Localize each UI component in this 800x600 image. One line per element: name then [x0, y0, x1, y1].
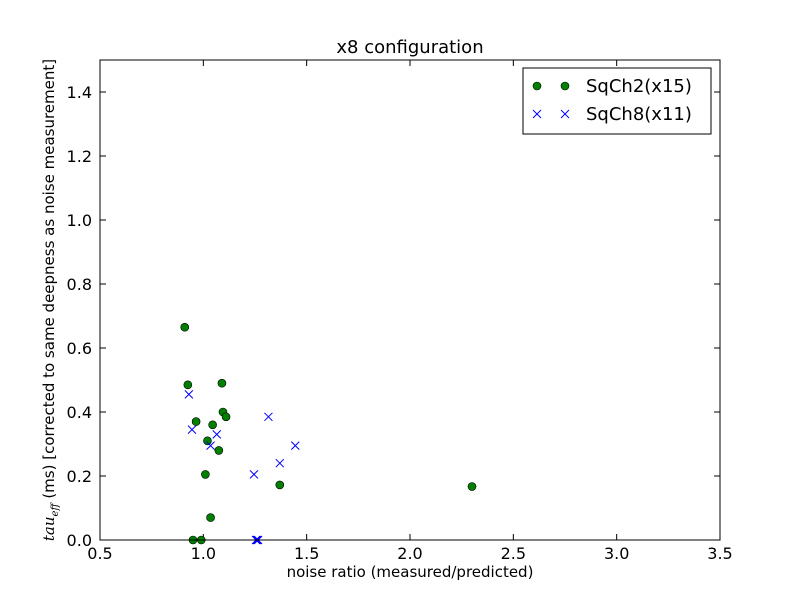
y-axis-title-symbol: tau [40, 516, 58, 541]
data-point-x-stroke [290, 441, 300, 450]
data-point-circle [275, 480, 285, 490]
x-tick-label: 1.0 [191, 544, 216, 563]
data-point-circle [180, 322, 190, 332]
x-tick-label: 2.0 [397, 544, 422, 563]
data-point-x-stroke [187, 425, 197, 434]
legend-entry: SqCh8(x11) [532, 104, 692, 125]
legend-entry: SqCh2(x15) [532, 76, 692, 97]
chart-title: x8 configuration [336, 37, 483, 58]
legend-marker [532, 109, 542, 119]
data-point-x-stroke [184, 390, 194, 399]
data-point-circle [467, 482, 477, 491]
data-point-circle [214, 446, 224, 455]
y-axis-title: taueff (ms) [corrected to same deepness … [40, 59, 61, 541]
data-point-x-stroke [249, 470, 259, 479]
legend-label: SqCh8(x11) [586, 104, 692, 125]
x-tick-label: 1.5 [294, 544, 319, 563]
y-tick-label: 1.2 [67, 147, 92, 166]
legend-marker [560, 81, 570, 91]
y-tick-label: 1.0 [67, 211, 92, 230]
data-point-circle [201, 470, 210, 479]
data-point-circle [206, 513, 215, 522]
legend-marker-stroke [532, 109, 542, 119]
plot-area [100, 60, 720, 540]
data-point-x [275, 458, 285, 468]
legend-frame [522, 67, 712, 135]
plot-frame [99, 59, 721, 541]
data-point-x-stroke [212, 430, 222, 439]
data-point-x [206, 441, 215, 450]
data-point-circle [183, 380, 193, 390]
data-point-x [212, 430, 222, 439]
x-tick-label: 2.5 [501, 544, 526, 563]
x-axis-title: noise ratio (measured/predicted) [287, 563, 534, 581]
x-tick-label: 0.5 [87, 544, 112, 563]
data-point-x [264, 412, 273, 422]
data-point-circle [203, 436, 212, 446]
legend-entries: SqCh2(x15) SqCh8(x11) [532, 76, 692, 125]
ticks-layer: 0.5 1.0 1.5 2.0 2.5 3.0 3.5 0.0 0.2 0.4 0.6 0.8 1.0 1… [67, 60, 733, 563]
data-point-circle [221, 412, 231, 422]
y-axis-title-text: (ms) [corrected to same deepness as nois… [40, 59, 58, 504]
data-point-x-stroke [206, 441, 215, 450]
legend-label: SqCh2(x15) [586, 76, 692, 97]
legend-marker [532, 81, 542, 91]
y-tick-label: 0.0 [67, 531, 92, 550]
legend-marker-stroke [560, 109, 570, 119]
data-point-x [184, 390, 194, 399]
y-tick-label: 0.8 [67, 275, 92, 294]
data-point-x [290, 441, 300, 450]
y-tick-label: 1.4 [67, 83, 92, 102]
legend: SqCh2(x15) SqCh8(x11) [522, 67, 712, 135]
x-tick-label: 3.0 [604, 544, 629, 563]
y-tick-label: 0.4 [67, 403, 92, 422]
data-point-x-stroke [264, 412, 273, 422]
legend-marker [560, 109, 570, 119]
data-point-circle [191, 417, 201, 426]
data-point-circle [217, 378, 227, 388]
x-tick-label: 3.5 [707, 544, 732, 563]
y-axis-title-subscript: eff [50, 502, 61, 517]
series-1 [180, 322, 477, 545]
data-point-x [187, 425, 197, 434]
data-point-x [249, 470, 259, 479]
data-point-x-stroke [275, 458, 285, 468]
y-tick-label: 0.2 [67, 467, 92, 486]
y-tick-label: 0.6 [67, 339, 92, 358]
data-point-circle [208, 420, 217, 430]
